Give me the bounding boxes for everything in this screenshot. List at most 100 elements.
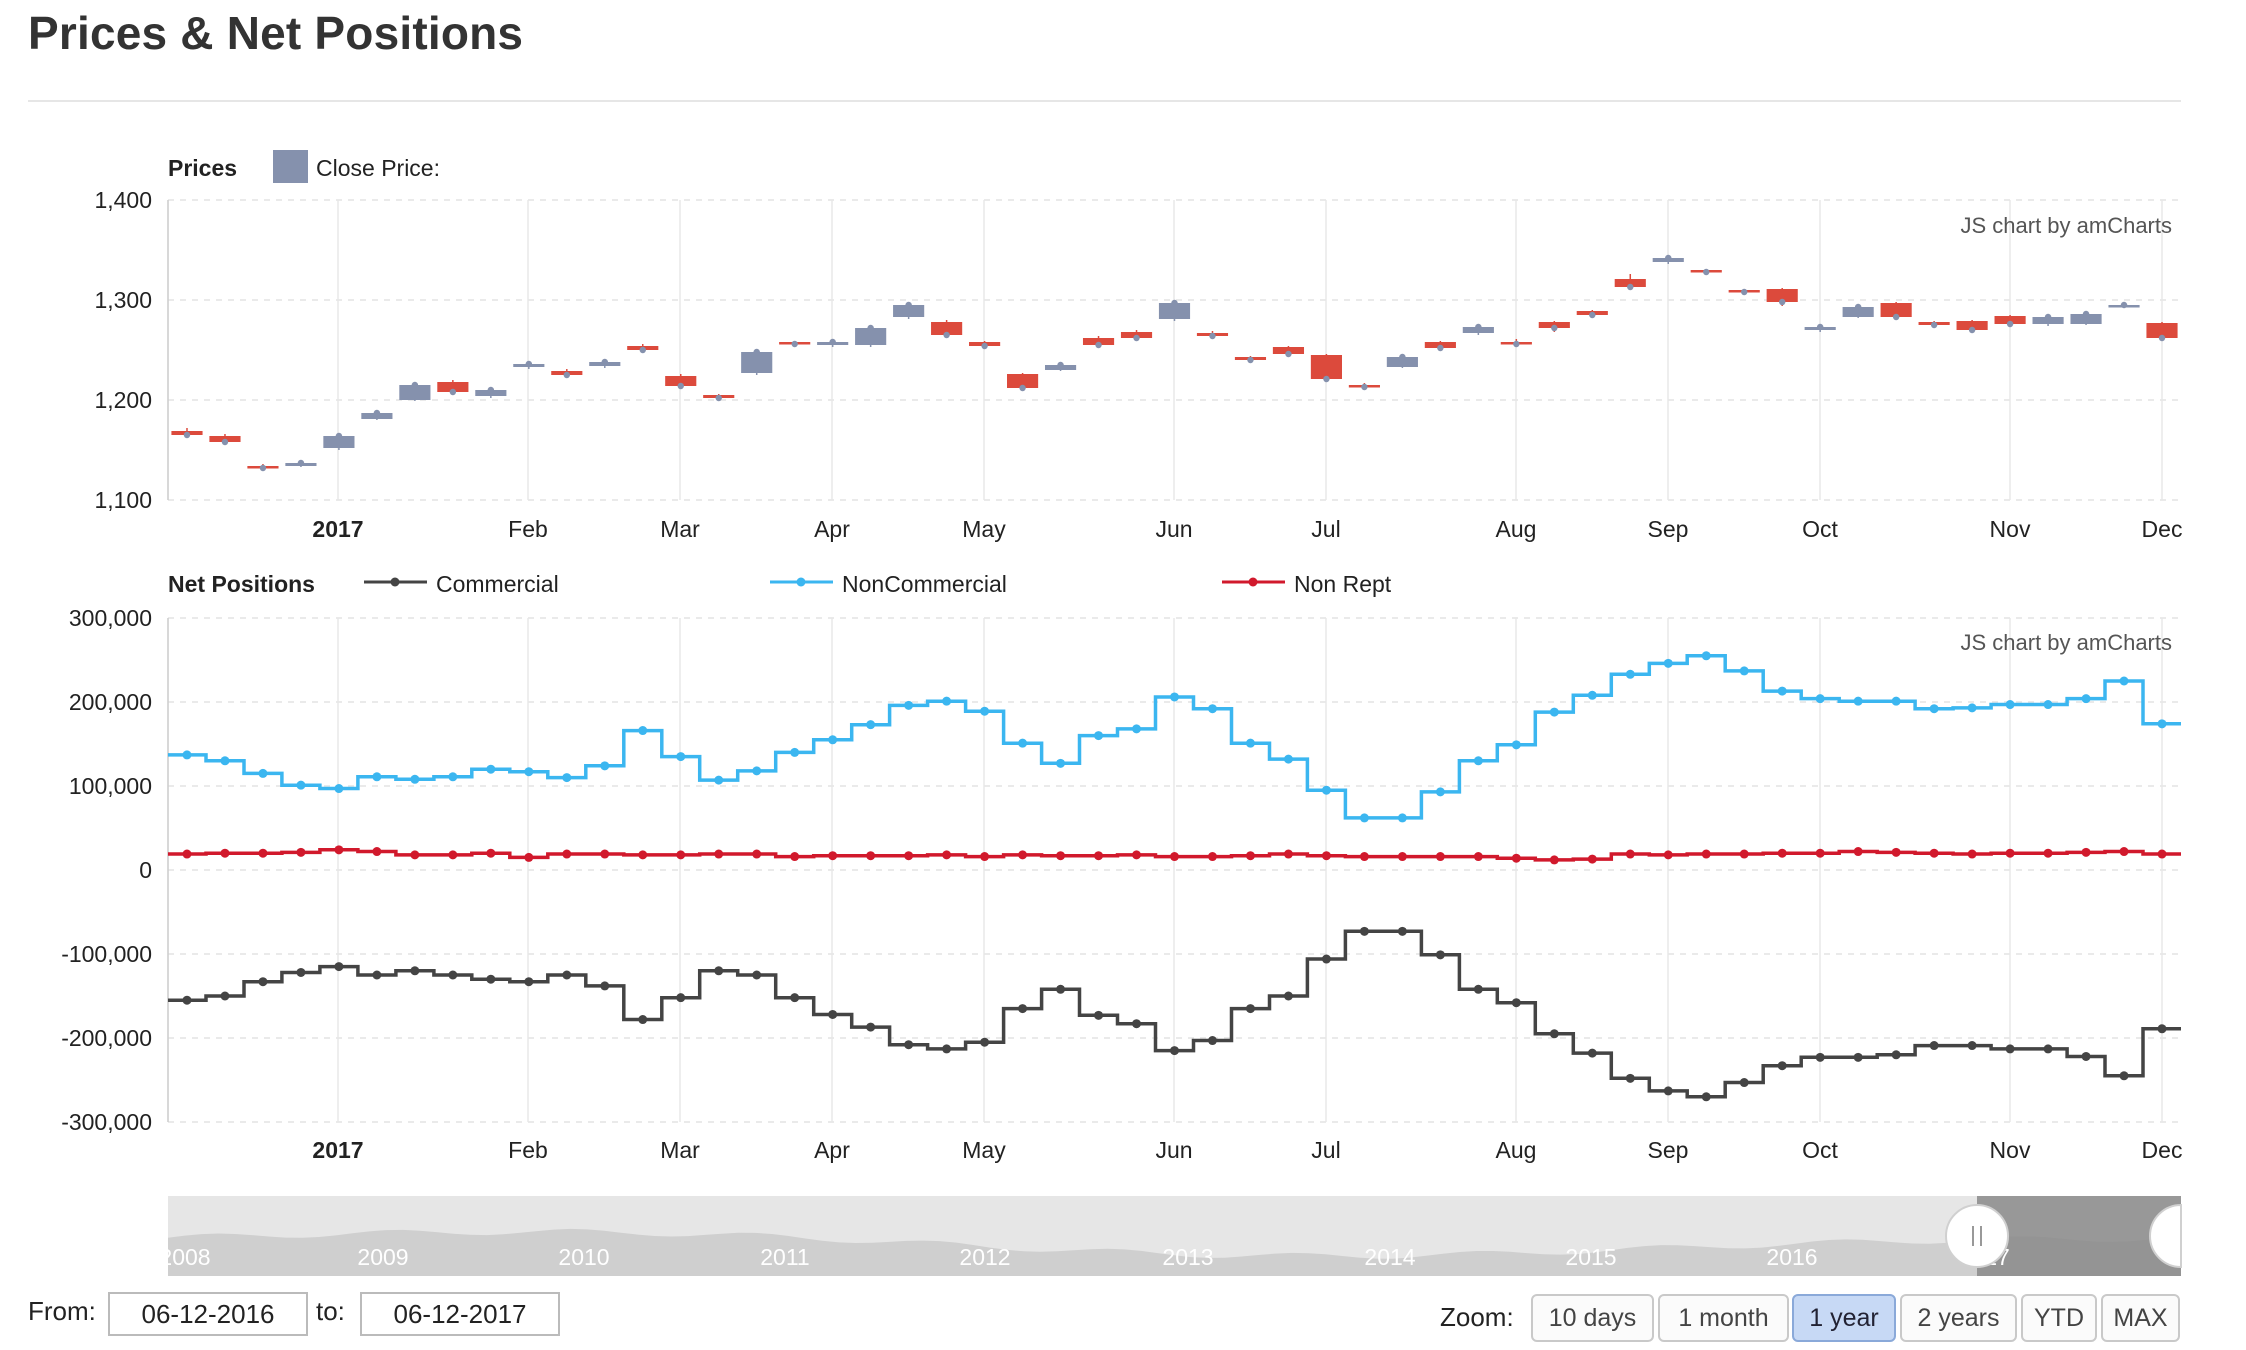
noncommercial-data-point: [1777, 686, 1787, 696]
commercial-data-point: [1929, 1041, 1939, 1051]
price-candle[interactable]: [855, 328, 887, 345]
non-rept-series-line[interactable]: [168, 848, 2181, 862]
noncommercial-data-point: [752, 766, 762, 776]
zoom-ytd-button[interactable]: YTD: [2021, 1294, 2097, 1342]
non-rept-data-point: [1321, 851, 1331, 861]
zoom-10-days-button[interactable]: 10 days: [1531, 1294, 1654, 1342]
non-rept-data-point: [1739, 849, 1749, 859]
price-candle[interactable]: [1310, 355, 1342, 379]
price-candle[interactable]: [2032, 317, 2064, 324]
close-price-point: [943, 331, 950, 339]
close-price-point: [1057, 361, 1064, 369]
non-rept-data-point: [448, 850, 458, 860]
noncommercial-data-point: [1663, 658, 1673, 668]
noncommercial-data-point: [524, 767, 534, 777]
net-y-tick-label: -300,000: [61, 1109, 152, 1135]
commercial-data-point: [1511, 998, 1521, 1008]
from-date-input[interactable]: [108, 1292, 308, 1336]
price-candle[interactable]: [437, 382, 469, 392]
price-candle[interactable]: [893, 305, 925, 317]
close-price-point: [297, 459, 305, 467]
price-candle[interactable]: [741, 352, 773, 373]
commercial-data-point: [1321, 954, 1331, 964]
navigator-year-label: 2010: [558, 1244, 609, 1270]
commercial-data-point: [866, 1022, 876, 1032]
price-x-tick-label: Jun: [1155, 516, 1192, 542]
close-price-point: [601, 358, 608, 366]
price-candle[interactable]: [399, 385, 431, 400]
net-x-tick-label: Mar: [660, 1137, 700, 1163]
non-rept-data-point: [1170, 852, 1179, 862]
non-rept-data-point: [1967, 849, 1977, 859]
price-candle[interactable]: [1880, 303, 1912, 317]
price-candle[interactable]: [1007, 374, 1039, 388]
price-candle[interactable]: [1614, 279, 1646, 287]
non-rept-data-point: [2157, 849, 2167, 859]
close-price-point: [715, 394, 722, 402]
page-title: Prices & Net Positions: [28, 7, 524, 59]
commercial-data-point: [1663, 1086, 1673, 1096]
non-rept-data-point: [410, 850, 420, 860]
navigator-year-label: 2009: [357, 1244, 408, 1270]
navigator-selected-range[interactable]: [1977, 1196, 2181, 1276]
scrollbar-left-grip[interactable]: [1945, 1204, 2009, 1268]
noncommercial-data-point: [1549, 707, 1559, 717]
price-candle[interactable]: [1994, 316, 2026, 324]
zoom-label: Zoom:: [1440, 1302, 1514, 1332]
close-price-point: [2082, 310, 2090, 318]
commercial-data-point: [752, 970, 762, 980]
non-rept-data-point: [866, 851, 876, 861]
commercial-data-point: [334, 962, 344, 972]
commercial-data-point: [448, 970, 458, 980]
close-price-point: [639, 346, 646, 354]
price-x-tick-label: Oct: [1802, 516, 1838, 542]
noncommercial-data-point: [828, 735, 838, 745]
zoom-1-year-button[interactable]: 1 year: [1792, 1294, 1896, 1342]
price-candle[interactable]: [1386, 357, 1418, 367]
stock-chart[interactable]: 1,100 1,200 1,300 1,400 2017 Feb Mar Apr May Jun J…: [0, 0, 2246, 1290]
price-candle[interactable]: [1842, 307, 1874, 317]
commercial-data-point: [904, 1040, 914, 1050]
zoom-1-month-button[interactable]: 1 month: [1658, 1294, 1789, 1342]
noncommercial-data-point: [1245, 738, 1255, 748]
noncommercial-data-point: [1207, 704, 1217, 714]
noncommercial-series-line[interactable]: [168, 654, 2181, 820]
price-candle[interactable]: [1082, 338, 1115, 345]
commercial-data-point: [1207, 1036, 1217, 1046]
price-candle[interactable]: [2146, 323, 2178, 338]
commercial-data-point: [2005, 1044, 2015, 1054]
non-rept-data-point: [486, 848, 496, 858]
commercial-data-point: [258, 977, 268, 987]
price-candle[interactable]: [931, 322, 963, 335]
to-date-input[interactable]: [360, 1292, 560, 1336]
price-y-tick-label: 1,200: [94, 387, 152, 413]
noncommercial-data-point: [2119, 676, 2129, 686]
non-rept-data-point: [1132, 850, 1142, 860]
close-price-point: [373, 409, 381, 417]
non-rept-data-point: [2081, 847, 2091, 857]
zoom-2-years-button[interactable]: 2 years: [1900, 1294, 2017, 1342]
scrollbar-right-grip[interactable]: [2149, 1203, 2182, 1269]
price-candle[interactable]: [665, 376, 697, 386]
price-candle[interactable]: [1158, 303, 1191, 319]
noncommercial-data-point: [2005, 700, 2015, 710]
close-price-point: [981, 342, 988, 350]
price-candle[interactable]: [1956, 321, 1988, 330]
navigator-year-label: 2013: [1162, 1244, 1213, 1270]
price-candle[interactable]: [2070, 314, 2102, 324]
net-x-tick-label: Aug: [1496, 1137, 1537, 1163]
net-x-tick-label: Apr: [814, 1137, 850, 1163]
price-candle[interactable]: [1272, 347, 1305, 354]
close-price-point: [2120, 301, 2128, 309]
price-candle[interactable]: [1766, 289, 1798, 302]
amcharts-credit: JS chart by amCharts: [1960, 630, 2172, 655]
close-price-point: [1095, 341, 1102, 349]
noncommercial-data-point: [1739, 666, 1749, 676]
non-rept-data-point: [334, 845, 344, 855]
close-price-point: [1399, 353, 1406, 361]
non-rept-data-point: [980, 852, 990, 862]
zoom-max-button[interactable]: MAX: [2101, 1294, 2180, 1342]
close-price-point: [791, 340, 798, 348]
net-x-tick-label: 2017: [312, 1137, 363, 1163]
price-candle[interactable]: [323, 436, 355, 448]
